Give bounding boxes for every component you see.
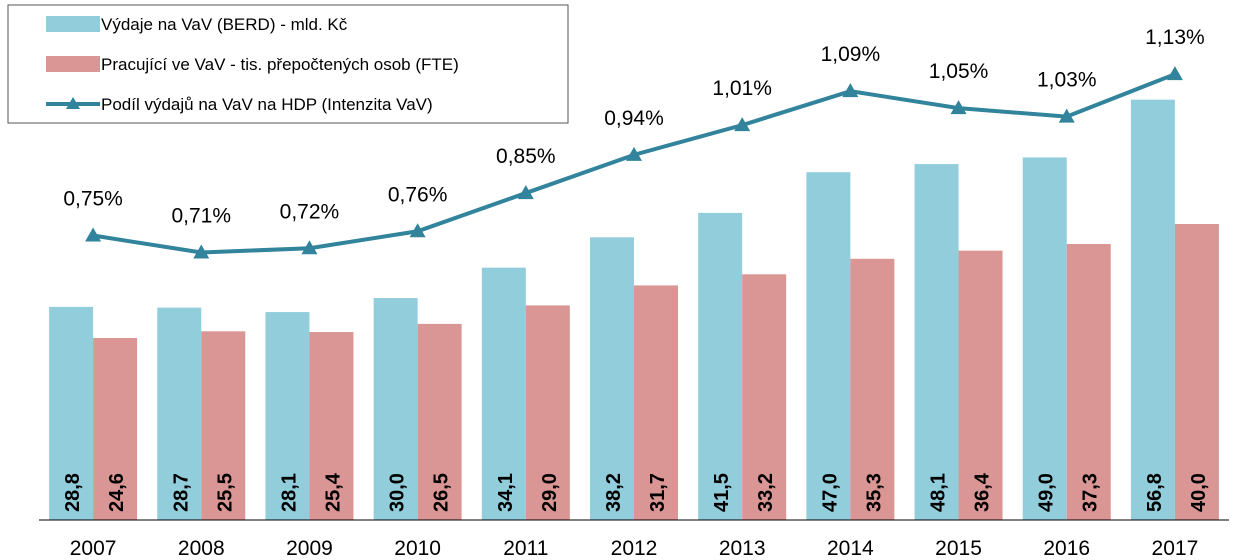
legend-label: Podíl výdajů na VaV na HDP (Intenzita Va… bbox=[101, 95, 433, 114]
x-tick-label: 2016 bbox=[1043, 537, 1090, 560]
bar bbox=[958, 250, 1003, 520]
bar bbox=[417, 323, 462, 520]
bar-value-label: 37,3 bbox=[1080, 473, 1102, 512]
bar bbox=[698, 212, 743, 520]
line-value-label: 1,03% bbox=[1037, 69, 1097, 92]
line-value-label: 0,76% bbox=[388, 183, 448, 206]
legend-label: Výdaje na VaV (BERD) - mld. Kč bbox=[101, 15, 348, 34]
line-marker bbox=[734, 117, 751, 132]
bar-value-label: 24,6 bbox=[106, 473, 128, 512]
legend-swatch bbox=[46, 56, 100, 72]
line-marker bbox=[1058, 108, 1075, 123]
bar bbox=[914, 164, 959, 520]
x-tick-label: 2009 bbox=[286, 537, 333, 560]
bar bbox=[201, 331, 246, 520]
bar-value-label: 56,8 bbox=[1144, 473, 1166, 512]
bar-value-label: 26,5 bbox=[431, 473, 453, 512]
bar-value-label: 47,0 bbox=[819, 473, 841, 512]
bar-value-label: 28,8 bbox=[62, 473, 84, 512]
bar bbox=[634, 285, 678, 520]
line-value-label: 0,85% bbox=[496, 145, 556, 168]
line-value-label: 0,71% bbox=[171, 205, 231, 228]
bar-value-label: 25,4 bbox=[322, 472, 344, 512]
x-tick-label: 2007 bbox=[70, 537, 117, 560]
bar bbox=[525, 305, 570, 520]
line-value-label: 1,01% bbox=[712, 77, 772, 100]
legend-swatch bbox=[46, 16, 100, 32]
line-value-label: 1,05% bbox=[929, 60, 989, 83]
bar bbox=[590, 237, 634, 520]
bar bbox=[1022, 157, 1067, 520]
bar bbox=[309, 332, 354, 520]
bar bbox=[157, 307, 202, 520]
bar-value-label: 31,7 bbox=[647, 473, 669, 512]
bar bbox=[850, 258, 895, 520]
bar-value-label: 30,0 bbox=[387, 473, 409, 512]
bar-value-label: 40,0 bbox=[1188, 473, 1210, 512]
x-tick-label: 2015 bbox=[935, 537, 982, 560]
bar-value-label: 48,1 bbox=[928, 473, 950, 512]
bar bbox=[481, 267, 526, 520]
bar-value-label: 25,5 bbox=[214, 473, 236, 512]
x-tick-label: 2013 bbox=[719, 537, 766, 560]
bar-value-label: 41,5 bbox=[711, 473, 733, 512]
bar-value-label: 35,3 bbox=[863, 473, 885, 512]
bar bbox=[373, 298, 418, 520]
bar-value-label: 29,0 bbox=[539, 473, 561, 512]
bar bbox=[1066, 243, 1111, 521]
x-tick-label: 2010 bbox=[394, 537, 441, 560]
bar-value-label: 49,0 bbox=[1036, 473, 1058, 512]
line-marker bbox=[1166, 66, 1183, 81]
line-marker bbox=[85, 227, 102, 242]
line-value-label: 0,75% bbox=[63, 188, 123, 211]
line-value-label: 0,94% bbox=[604, 107, 664, 130]
line-marker bbox=[950, 100, 967, 115]
bar bbox=[806, 172, 851, 520]
bar-value-label: 38,2 bbox=[603, 473, 625, 512]
line-marker bbox=[301, 240, 318, 255]
bar-value-label: 28,7 bbox=[170, 473, 192, 512]
bar-value-label: 34,1 bbox=[495, 473, 517, 512]
bar bbox=[1174, 224, 1219, 520]
x-tick-label: 2014 bbox=[827, 537, 874, 560]
line-marker bbox=[409, 223, 426, 238]
line-marker bbox=[193, 244, 210, 259]
bar-value-label: 33,2 bbox=[755, 473, 777, 512]
legend-label: Pracující ve VaV - tis. přepočtených oso… bbox=[101, 55, 459, 74]
legend: Výdaje na VaV (BERD) - mld. Kč Pracující … bbox=[7, 4, 569, 124]
bar bbox=[49, 306, 94, 520]
bar bbox=[742, 274, 787, 520]
x-tick-label: 2012 bbox=[611, 537, 658, 560]
line-value-label: 1,09% bbox=[821, 43, 881, 66]
bar-value-label: 36,4 bbox=[972, 472, 994, 512]
line-marker bbox=[842, 83, 859, 98]
line-marker bbox=[626, 146, 642, 161]
legend-swatch-marker bbox=[66, 97, 80, 109]
x-tick-label: 2017 bbox=[1152, 537, 1199, 560]
x-tick-label: 2008 bbox=[178, 537, 225, 560]
legend-box bbox=[7, 4, 569, 124]
line-value-label: 0,72% bbox=[280, 200, 340, 223]
bar bbox=[1130, 99, 1175, 521]
line-value-label: 1,13% bbox=[1145, 26, 1205, 49]
line-marker bbox=[517, 185, 534, 200]
bar bbox=[265, 312, 310, 520]
bar bbox=[93, 337, 138, 520]
bar-value-label: 28,1 bbox=[278, 473, 300, 512]
x-tick-label: 2011 bbox=[503, 537, 548, 560]
